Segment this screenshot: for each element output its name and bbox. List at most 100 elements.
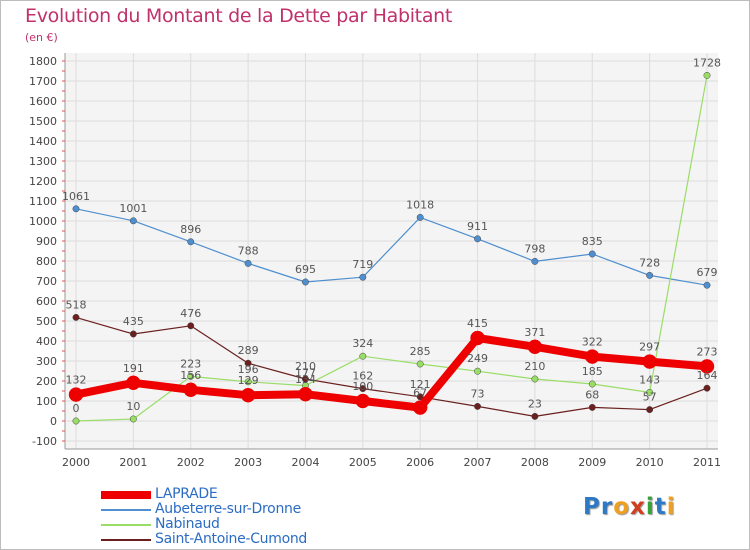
x-tick-label: 2011 (693, 456, 721, 469)
data-label-0: 67 (413, 387, 427, 400)
data-point-3 (703, 384, 711, 392)
y-tick-label: 200 (36, 375, 57, 388)
data-label-1: 695 (295, 263, 316, 276)
data-label-3: 23 (528, 397, 542, 410)
data-label-2: 324 (352, 337, 373, 350)
data-label-1: 798 (524, 242, 545, 255)
y-tick-label: 500 (36, 315, 57, 328)
data-point-0 (642, 354, 657, 369)
data-label-1: 679 (697, 266, 718, 279)
x-tick-label: 2009 (578, 456, 606, 469)
data-label-2: 249 (467, 352, 488, 365)
x-tick-label: 2003 (234, 456, 262, 469)
data-label-3: 476 (180, 307, 201, 320)
data-point-2 (646, 388, 654, 396)
series-line-3 (75, 316, 708, 417)
data-point-1 (474, 235, 481, 243)
data-point-3 (646, 406, 654, 414)
data-label-1: 788 (238, 244, 259, 257)
data-point-2 (187, 372, 195, 380)
y-tick-label: 1200 (29, 175, 57, 188)
legend-label: Nabinaud (155, 516, 220, 532)
data-label-0: 134 (295, 373, 316, 386)
data-point-2 (531, 375, 539, 383)
series-line-0 (72, 334, 711, 412)
legend-label: Saint-Antoine-Cumond (155, 531, 308, 547)
data-point-1 (359, 273, 367, 281)
data-label-3: 162 (352, 370, 373, 383)
data-label-2: 210 (524, 360, 545, 373)
data-label-3: 68 (585, 388, 599, 401)
data-point-2 (588, 380, 596, 388)
data-point-0 (240, 387, 256, 403)
data-point-0 (585, 349, 600, 364)
logo-letter: x (630, 494, 646, 520)
data-point-3 (72, 313, 80, 321)
legend-swatch (101, 539, 151, 541)
data-label-0: 156 (180, 369, 201, 382)
x-tick-label: 2002 (177, 456, 205, 469)
y-tick-label: 900 (36, 235, 57, 248)
data-label-1: 1018 (406, 198, 434, 211)
data-point-0 (527, 339, 543, 355)
data-point-1 (531, 257, 539, 265)
data-label-1: 835 (582, 235, 603, 248)
data-label-3: 164 (697, 369, 718, 382)
data-label-1: 896 (180, 223, 201, 236)
data-point-0 (68, 387, 84, 402)
data-point-1 (244, 259, 252, 267)
data-point-3 (531, 412, 539, 420)
data-label-2: 1728 (693, 56, 721, 69)
x-tick-label: 2004 (291, 456, 319, 469)
data-label-2: 223 (180, 357, 201, 370)
data-point-3 (474, 402, 481, 410)
data-point-3 (359, 385, 367, 393)
data-label-3: 435 (123, 315, 144, 328)
data-point-2 (244, 378, 252, 386)
data-point-1 (416, 213, 424, 221)
y-tick-label: 1100 (29, 195, 57, 208)
data-point-3 (129, 330, 137, 338)
data-point-3 (588, 403, 596, 411)
data-label-0: 297 (639, 341, 660, 354)
data-label-3: 73 (471, 387, 485, 400)
data-label-3: 518 (66, 298, 87, 311)
x-tick-label: 2008 (521, 456, 549, 469)
data-point-2 (416, 360, 424, 368)
y-tick-label: 1600 (29, 95, 57, 108)
x-tick-label: 2006 (406, 456, 434, 469)
legend-swatch (101, 509, 151, 511)
data-label-2: 177 (295, 367, 316, 380)
data-point-2 (129, 415, 137, 423)
data-point-2 (474, 367, 481, 375)
data-point-1 (302, 278, 309, 286)
x-tick-label: 2010 (636, 456, 664, 469)
data-point-0 (412, 400, 428, 415)
data-point-0 (699, 359, 715, 374)
y-tick-label: 1400 (29, 135, 57, 148)
data-label-3: 121 (410, 378, 431, 391)
x-tick-label: 2007 (464, 456, 492, 469)
data-label-3: 57 (643, 391, 657, 404)
data-point-2 (703, 71, 711, 79)
data-label-0: 129 (238, 374, 259, 387)
y-tick-label: 1700 (29, 75, 57, 88)
data-label-1: 911 (467, 220, 488, 233)
data-point-1 (588, 250, 596, 258)
data-label-3: 210 (295, 360, 316, 373)
series-line-2 (75, 74, 708, 422)
legend-swatch (101, 491, 151, 499)
data-label-2: 185 (582, 365, 603, 378)
y-tick-label: 1500 (29, 115, 57, 128)
data-label-1: 728 (639, 256, 660, 269)
data-label-2: 196 (238, 363, 259, 376)
data-point-3 (416, 393, 424, 401)
y-tick-label: 1000 (29, 215, 57, 228)
data-label-0: 132 (66, 374, 87, 387)
data-label-2: 0 (73, 402, 80, 415)
y-tick-label: 0 (50, 415, 57, 428)
data-label-0: 100 (352, 380, 373, 393)
data-point-1 (187, 238, 195, 246)
y-tick-label: 400 (36, 335, 57, 348)
